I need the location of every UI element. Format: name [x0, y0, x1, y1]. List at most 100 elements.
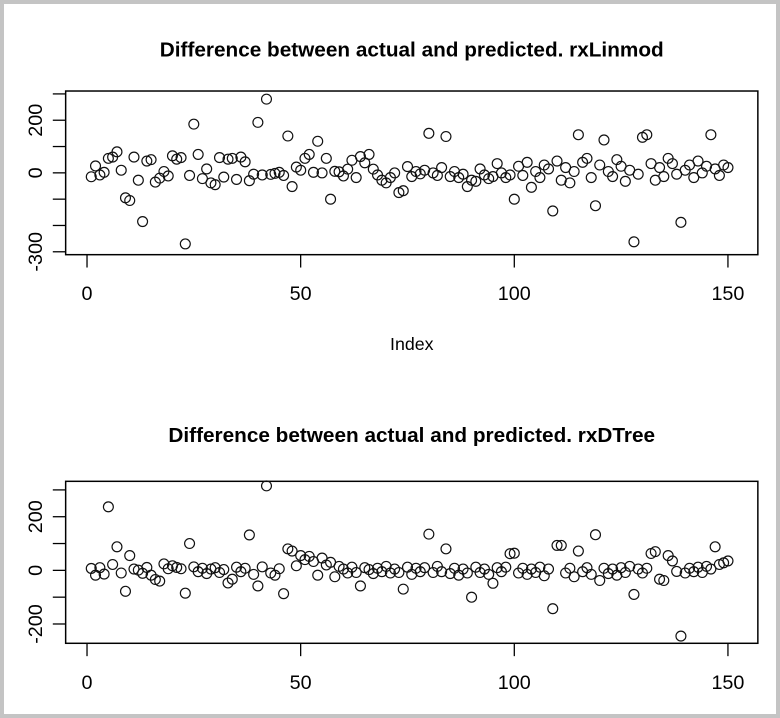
data-point — [466, 174, 478, 186]
data-point — [252, 580, 264, 592]
data-point — [102, 501, 114, 513]
data-point — [666, 555, 678, 567]
data-point — [115, 164, 127, 176]
data-point — [675, 630, 687, 642]
data-point — [252, 116, 264, 128]
data-point — [692, 155, 704, 167]
data-point — [632, 168, 644, 180]
data-point — [248, 568, 260, 580]
data-point — [504, 169, 516, 181]
data-point — [239, 156, 251, 168]
data-point — [397, 185, 409, 197]
data-point — [688, 172, 700, 184]
data-point — [713, 169, 725, 182]
data-point — [256, 561, 268, 573]
data-point — [124, 550, 136, 562]
data-point — [85, 171, 97, 183]
data-point — [555, 539, 567, 551]
data-point — [175, 563, 187, 575]
data-point — [436, 566, 448, 578]
y-tick-label: -300 — [25, 232, 47, 272]
y-axis: 200 0 -200 — [25, 489, 66, 644]
data-point — [295, 164, 307, 176]
data-point — [508, 547, 520, 559]
data-point — [248, 168, 260, 180]
data-point — [641, 129, 653, 141]
data-point — [175, 152, 187, 164]
data-point — [89, 160, 102, 172]
data-point — [162, 170, 174, 182]
data-point — [303, 148, 315, 160]
data-point — [124, 194, 136, 207]
data-point — [350, 566, 362, 579]
data-point — [141, 155, 153, 167]
data-point — [594, 159, 606, 171]
data-point — [256, 169, 268, 181]
data-point — [589, 200, 602, 212]
data-point — [329, 571, 341, 583]
data-point — [521, 156, 533, 168]
chart1-title: Difference between actual and predicted.… — [160, 38, 664, 61]
data-point — [196, 173, 208, 185]
data-point — [98, 166, 110, 178]
data-point — [483, 568, 495, 580]
data-point — [598, 134, 610, 146]
data-point — [184, 537, 196, 550]
data-point — [363, 563, 375, 576]
data-point — [491, 158, 503, 170]
data-point — [260, 480, 273, 492]
data-point — [137, 567, 149, 579]
data-point — [171, 561, 183, 573]
data-point — [179, 587, 191, 599]
y-tick-label: -200 — [25, 604, 47, 644]
data-point — [581, 152, 593, 164]
data-point — [192, 148, 204, 160]
data-point — [312, 569, 324, 581]
data-point — [466, 591, 478, 603]
data-point — [705, 129, 717, 141]
data-point — [222, 153, 234, 165]
data-point — [568, 165, 580, 178]
x-axis: 0 50 100 150 — [82, 254, 744, 305]
data-point — [619, 175, 631, 187]
data-point — [504, 548, 516, 560]
data-point — [542, 563, 555, 575]
x-tick-label: 0 — [82, 672, 93, 694]
data-point — [649, 546, 661, 558]
data-point — [201, 163, 213, 175]
data-point — [179, 238, 191, 250]
data-point — [641, 562, 653, 574]
data-point — [218, 171, 230, 183]
data-point — [239, 562, 251, 574]
data-point — [487, 577, 499, 589]
x-tick-label: 100 — [498, 283, 531, 305]
data-point — [350, 172, 362, 184]
data-point — [564, 562, 576, 574]
data-point — [423, 127, 435, 139]
data-point — [534, 172, 546, 184]
data-point — [542, 163, 555, 175]
data-point — [286, 545, 298, 557]
data-point — [286, 181, 298, 193]
data-point — [607, 171, 619, 183]
data-point — [145, 154, 157, 166]
data-point — [299, 152, 311, 164]
data-point — [393, 566, 405, 579]
x-axis: 0 50 100 150 — [82, 643, 744, 694]
data-point — [705, 563, 717, 575]
data-point — [585, 172, 597, 184]
data-point — [273, 563, 285, 575]
data-point — [585, 568, 597, 580]
data-point — [547, 603, 559, 615]
data-point — [128, 563, 140, 575]
data-point — [342, 163, 354, 175]
data-point — [226, 573, 238, 585]
data-point — [290, 560, 302, 572]
data-point — [654, 162, 666, 174]
x-tick-label: 150 — [711, 672, 744, 694]
chart1-x-axis-label: Index — [390, 334, 434, 354]
data-point — [491, 562, 503, 574]
x-tick-label: 50 — [290, 283, 312, 305]
data-point — [440, 130, 452, 143]
